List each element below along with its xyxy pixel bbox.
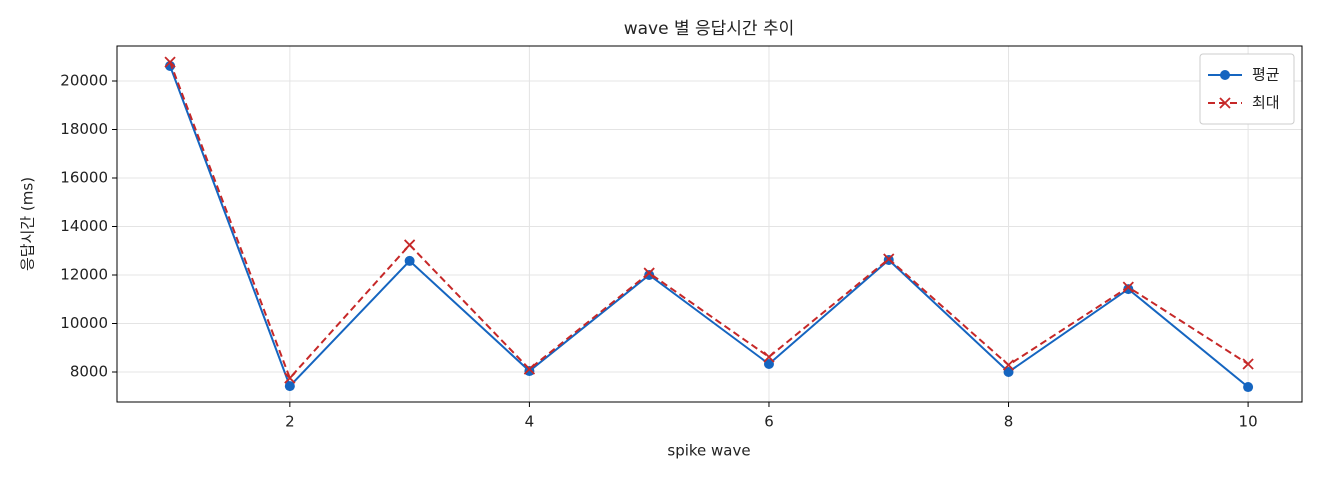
y-tick-label: 14000 <box>60 217 108 235</box>
marker <box>524 366 535 377</box>
y-axis-label: 응답시간 (ms) <box>19 177 37 271</box>
y-tick-label: 8000 <box>70 363 108 381</box>
series-line <box>169 65 1249 388</box>
marker <box>164 56 176 68</box>
marker <box>404 255 415 266</box>
plot-frame <box>116 45 1303 403</box>
marker <box>1123 284 1134 295</box>
y-tick-label: 10000 <box>60 314 108 332</box>
marker <box>644 269 655 280</box>
x-tick-label: 8 <box>1004 413 1014 431</box>
marker <box>763 358 774 369</box>
legend-marker <box>1219 97 1231 109</box>
x-axis-label: spike wave <box>667 442 750 460</box>
y-tick-label: 12000 <box>60 265 108 283</box>
marker <box>523 363 536 375</box>
marker <box>284 381 295 392</box>
marker <box>284 372 296 384</box>
x-tick-label: 10 <box>1239 413 1258 431</box>
marker <box>403 239 416 251</box>
chart-title: wave 별 응답시간 추이 <box>624 19 795 39</box>
marker <box>1002 359 1015 371</box>
x-tick-label: 4 <box>525 413 535 431</box>
legend-label: 평균 <box>1252 66 1280 84</box>
y-tick-label: 16000 <box>60 168 108 186</box>
y-tick-label: 20000 <box>60 71 108 89</box>
legend-frame <box>1199 53 1295 125</box>
marker <box>883 253 895 265</box>
y-tick-label: 18000 <box>60 120 108 138</box>
marker <box>763 351 775 363</box>
x-tick-label: 6 <box>764 413 774 431</box>
marker <box>1242 358 1254 370</box>
legend-label: 최대 <box>1252 94 1280 112</box>
marker <box>1243 382 1254 393</box>
x-tick-label: 2 <box>285 413 295 431</box>
marker <box>1122 281 1134 293</box>
legend-marker <box>1220 70 1230 80</box>
series-line <box>169 61 1249 380</box>
marker <box>1003 367 1014 378</box>
marker <box>643 267 655 279</box>
